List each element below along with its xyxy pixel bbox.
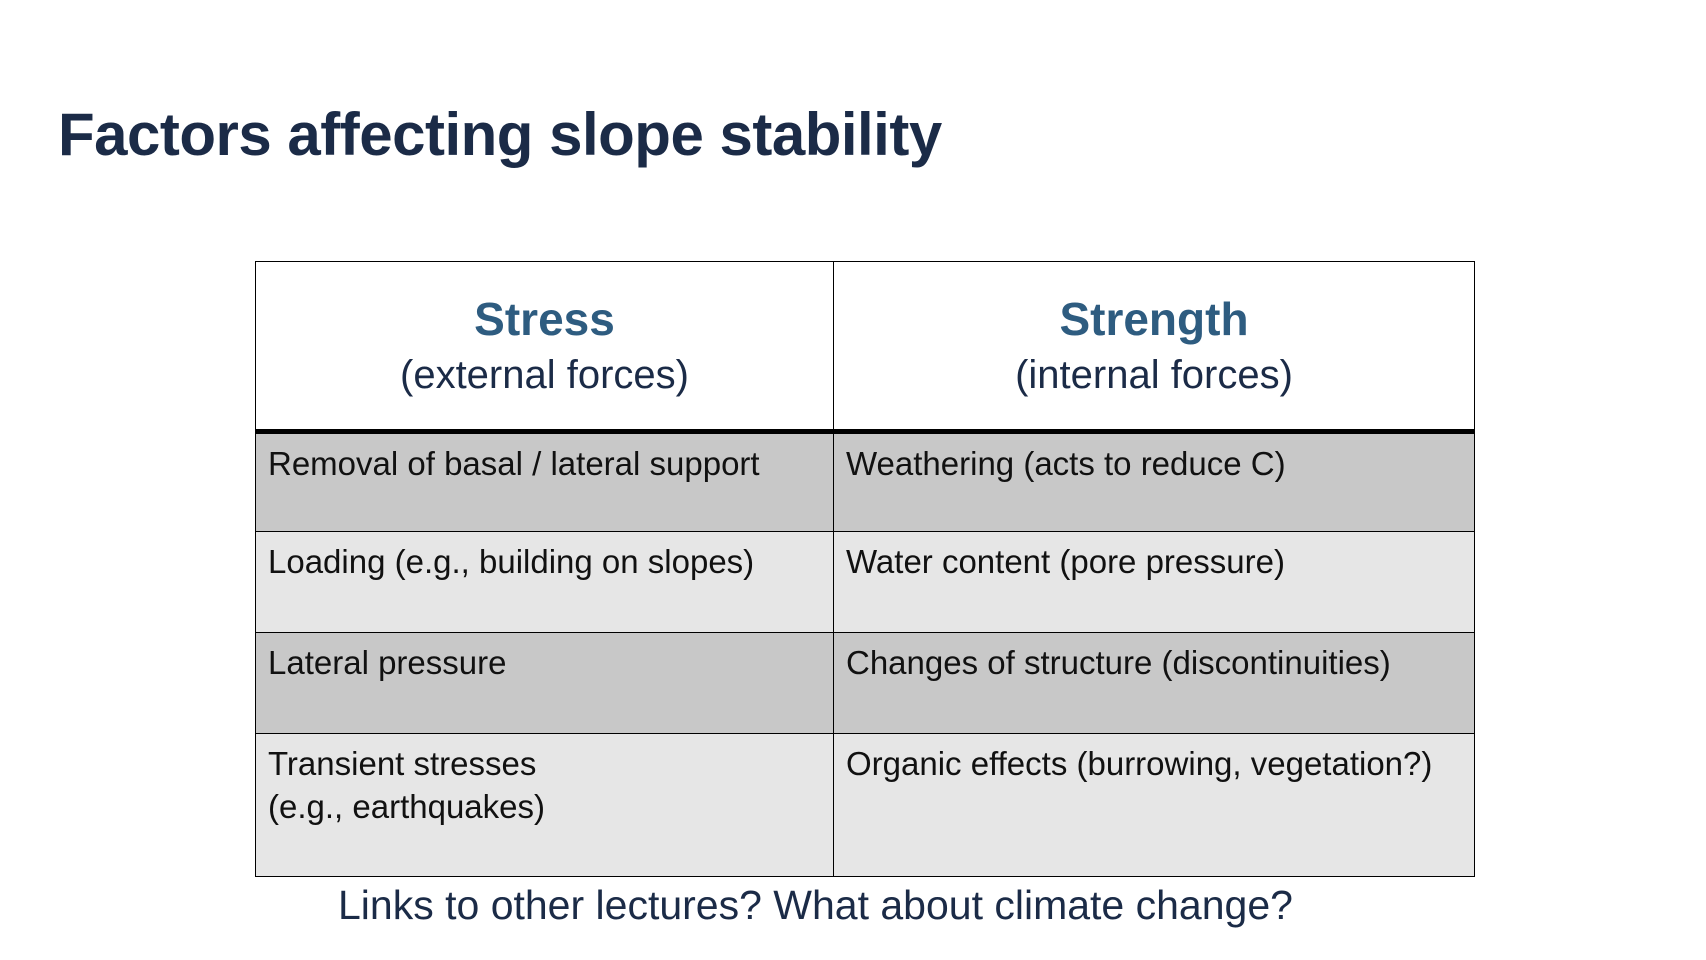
header-stress: Stress (external forces)	[255, 261, 834, 434]
header-strength: Strength (internal forces)	[833, 261, 1475, 434]
table-row: Loading (e.g., building on slopes) Water…	[255, 531, 1475, 633]
cell-text: (e.g., earthquakes)	[268, 788, 545, 825]
cell-text: Lateral pressure	[268, 644, 507, 681]
table-row: Removal of basal / lateral support Weath…	[255, 431, 1475, 532]
cell-text: Loading (e.g., building on slopes)	[268, 543, 755, 580]
table-row: Lateral pressure Changes of structure (d…	[255, 632, 1475, 734]
table-row: Transient stresses (e.g., earthquakes) O…	[255, 733, 1475, 877]
stress-cell: Lateral pressure	[255, 632, 834, 734]
header-stress-subtitle: (external forces)	[400, 352, 689, 397]
cell-text: Water content (pore pressure)	[846, 543, 1285, 580]
cell-text: Organic effects (burrowing, vegetation?)	[846, 745, 1433, 782]
strength-cell: Changes of structure (discontinuities)	[833, 632, 1475, 734]
cell-text: Transient stresses	[268, 745, 537, 782]
strength-cell: Water content (pore pressure)	[833, 531, 1475, 633]
stress-cell: Loading (e.g., building on slopes)	[255, 531, 834, 633]
cell-text: Changes of structure (discontinuities)	[846, 644, 1391, 681]
strength-cell: Weathering (acts to reduce C)	[833, 431, 1475, 532]
factors-table: Stress (external forces) Strength (inter…	[255, 261, 1475, 877]
cell-text: Removal of basal / lateral support	[268, 445, 760, 482]
strength-cell: Organic effects (burrowing, vegetation?)	[833, 733, 1475, 877]
header-strength-title: Strength	[1059, 292, 1249, 345]
stress-cell: Removal of basal / lateral support	[255, 431, 834, 532]
table-header-row: Stress (external forces) Strength (inter…	[255, 261, 1475, 434]
header-stress-title: Stress	[474, 292, 615, 345]
cell-text: Weathering (acts to reduce C)	[846, 445, 1286, 482]
slide-caption: Links to other lectures? What about clim…	[338, 882, 1293, 928]
slide-title: Factors affecting slope stability	[58, 101, 942, 168]
stress-cell: Transient stresses (e.g., earthquakes)	[255, 733, 834, 877]
header-strength-subtitle: (internal forces)	[1015, 352, 1293, 397]
